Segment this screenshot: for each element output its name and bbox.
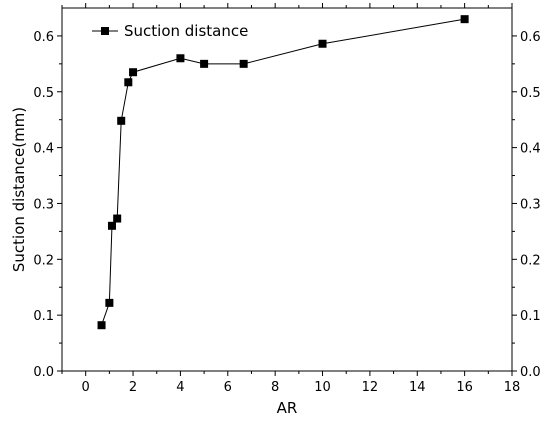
x-tick-label: 2 bbox=[129, 380, 137, 395]
data-point bbox=[318, 39, 327, 48]
data-point bbox=[176, 54, 185, 63]
data-point bbox=[117, 116, 126, 125]
legend: Suction distance bbox=[92, 22, 248, 40]
x-tick-label: 0 bbox=[82, 380, 90, 395]
x-tick-label: 16 bbox=[456, 380, 473, 395]
x-tick-label: 14 bbox=[409, 380, 426, 395]
legend-marker bbox=[101, 27, 109, 35]
y-axis-left-ticks: 0.0 0.1 0.2 0.3 0.4 0.5 0.6 bbox=[33, 30, 62, 380]
y-tick-label-left: 0.6 bbox=[33, 30, 54, 45]
x-tick-label: 8 bbox=[271, 380, 279, 395]
data-point bbox=[105, 298, 114, 307]
data-point bbox=[113, 214, 122, 223]
plot-frame bbox=[61, 7, 513, 372]
x-tick-label: 6 bbox=[224, 380, 232, 395]
y-tick-label-left: 0.5 bbox=[33, 86, 54, 101]
x-axis-ticks: 0 2 4 6 8 10 12 14 16 18 bbox=[61, 3, 521, 395]
x-axis-title: AR bbox=[277, 399, 298, 417]
y-tick-label-right: 0.6 bbox=[520, 30, 541, 45]
y-tick-label-left: 0.0 bbox=[33, 365, 54, 380]
x-tick-label: 18 bbox=[504, 380, 521, 395]
y-tick-label-right: 0.4 bbox=[520, 142, 541, 157]
legend-label: Suction distance bbox=[124, 22, 248, 40]
x-tick-label: 4 bbox=[176, 380, 184, 395]
series-line-group bbox=[101, 18, 465, 326]
y-tick-label-left: 0.3 bbox=[33, 197, 54, 212]
y-tick-label-left: 0.1 bbox=[33, 309, 54, 324]
plot-border bbox=[61, 7, 513, 372]
series-line bbox=[101, 18, 465, 326]
series-points-group bbox=[97, 15, 469, 330]
y-tick-label-right: 0.2 bbox=[520, 253, 541, 268]
x-tick-label: 10 bbox=[314, 380, 331, 395]
data-point bbox=[460, 15, 469, 24]
y-tick-label-left: 0.4 bbox=[33, 142, 54, 157]
data-point bbox=[239, 59, 248, 68]
y-tick-label-right: 0.5 bbox=[520, 86, 541, 101]
y-tick-label-right: 0.0 bbox=[520, 365, 541, 380]
data-point bbox=[124, 78, 133, 87]
y-tick-label-right: 0.3 bbox=[520, 197, 541, 212]
x-tick-label: 12 bbox=[362, 380, 379, 395]
y-axis-title: Suction distance(mm) bbox=[10, 107, 28, 272]
data-point bbox=[200, 59, 209, 68]
data-point bbox=[107, 221, 116, 230]
y-tick-label-left: 0.2 bbox=[33, 253, 54, 268]
y-tick-label-right: 0.1 bbox=[520, 309, 541, 324]
data-point bbox=[97, 321, 106, 330]
data-point bbox=[129, 68, 138, 77]
y-axis-right-ticks: 0.0 0.1 0.2 0.3 0.4 0.5 0.6 bbox=[512, 30, 541, 380]
